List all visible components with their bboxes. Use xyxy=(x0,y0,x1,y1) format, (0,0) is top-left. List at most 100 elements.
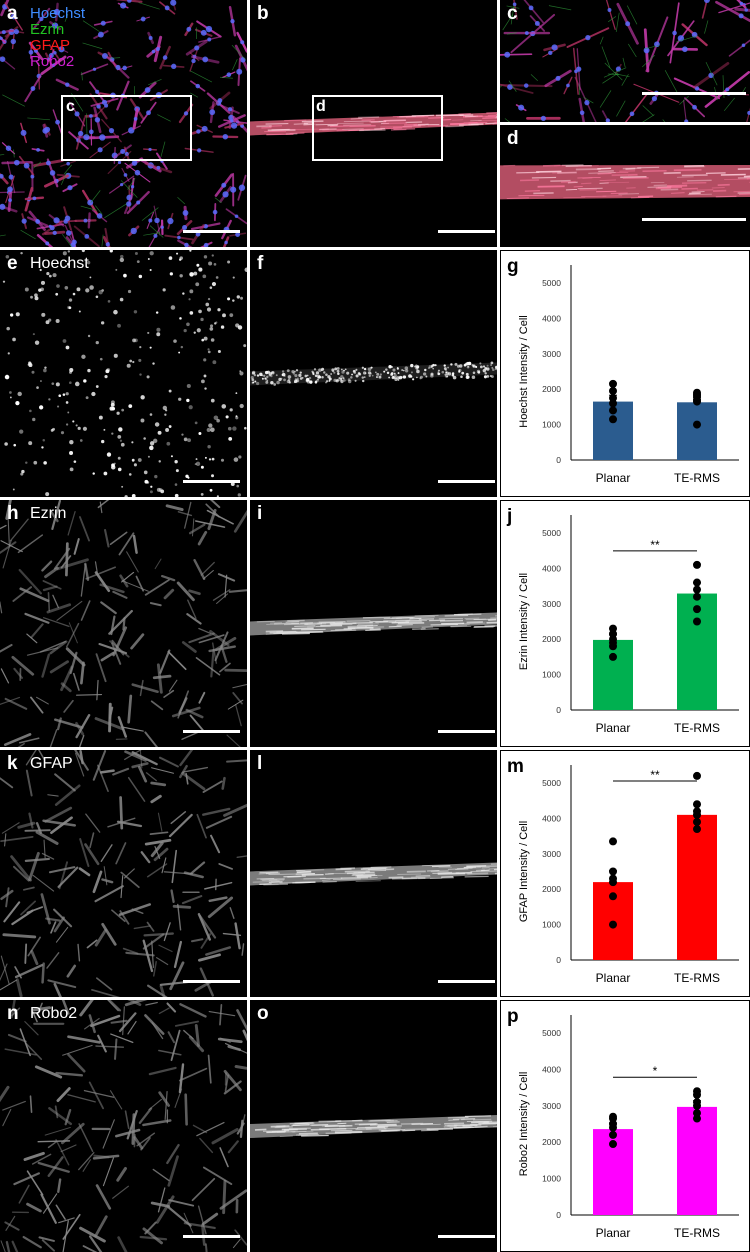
chart-p-robo2: 0 1000 2000 3000 4000 5000 Robo2 Intensity / C… xyxy=(500,1000,750,1252)
data-point xyxy=(609,652,617,661)
data-point xyxy=(609,878,617,887)
y-tick-label: 5000 xyxy=(542,778,561,788)
panel-o-robo2-te-rms: o xyxy=(250,1000,497,1252)
y-tick-label: 4000 xyxy=(542,813,561,823)
data-point xyxy=(609,415,617,424)
scale-bar xyxy=(642,218,746,221)
inset-box-d xyxy=(312,95,443,161)
panel-label-h: h xyxy=(7,503,19,524)
data-point xyxy=(693,817,701,826)
inset-te-rms-image xyxy=(500,164,750,200)
data-point xyxy=(693,420,701,429)
x-tick-label: TE-RMS xyxy=(674,471,720,485)
inset-planar-image xyxy=(500,0,750,122)
ezrin-te-rms-image xyxy=(250,612,497,636)
legend-ezrin: Ezrin xyxy=(30,21,65,38)
data-point xyxy=(693,605,701,614)
legend-gfap: GFAP xyxy=(30,37,71,54)
inset-label-c: c xyxy=(66,98,75,115)
data-point xyxy=(693,810,701,819)
data-point xyxy=(693,617,701,626)
channel-legend: Hoechst Ezrin GFAP Robo2 xyxy=(30,6,85,70)
y-axis-label: Ezrin Intensity / Cell xyxy=(518,573,530,670)
data-point xyxy=(609,1140,617,1149)
data-point xyxy=(693,800,701,809)
data-point xyxy=(693,1101,701,1110)
x-tick-label: TE-RMS xyxy=(674,721,720,735)
y-tick-label: 5000 xyxy=(542,278,561,288)
y-tick-label: 3000 xyxy=(542,849,561,859)
scale-bar xyxy=(183,730,240,733)
data-point xyxy=(609,920,617,929)
hoechst-planar-image xyxy=(2,250,247,497)
merged-te-rms-image xyxy=(250,111,497,136)
stain-name-robo2: Robo2 xyxy=(30,1005,78,1022)
panel-k-gfap-planar: k GFAP xyxy=(0,750,247,997)
panel-label-k: k xyxy=(7,753,18,774)
data-point xyxy=(693,585,701,594)
y-tick-label: 0 xyxy=(556,955,561,965)
y-axis-label: GFAP Intensity / Cell xyxy=(518,821,530,922)
chart-g-hoechst: 0 1000 2000 3000 4000 5000 Hoechst Intensity /… xyxy=(500,250,750,497)
panel-label-d: d xyxy=(507,128,519,149)
data-point xyxy=(609,892,617,901)
data-point xyxy=(693,397,701,406)
panel-a-merged-planar: a Hoechst Ezrin GFAP Robo2 c xyxy=(0,0,247,247)
data-point xyxy=(693,560,701,569)
scale-bar xyxy=(183,1235,240,1238)
panel-label-a: a xyxy=(7,3,18,24)
bar xyxy=(677,1106,717,1215)
data-point xyxy=(693,825,701,834)
data-point xyxy=(609,867,617,876)
panel-i-ezrin-te-rms: i xyxy=(250,500,497,747)
data-point xyxy=(609,642,617,651)
robo2-te-rms-image xyxy=(250,1115,497,1139)
x-tick-label: Planar xyxy=(596,1226,631,1240)
hoechst-te-rms-image xyxy=(250,361,497,386)
y-tick-label: 3000 xyxy=(542,1101,561,1111)
chart-m-gfap: 0 1000 2000 3000 4000 5000 GFAP Intensity / Ce… xyxy=(500,750,750,997)
y-tick-label: 1000 xyxy=(542,920,561,930)
panel-label-o: o xyxy=(257,1003,269,1024)
y-tick-label: 4000 xyxy=(542,313,561,323)
data-point xyxy=(693,1090,701,1099)
x-tick-label: Planar xyxy=(596,471,631,485)
scale-bar xyxy=(438,980,495,983)
data-point xyxy=(609,837,617,846)
stain-name-ezrin: Ezrin xyxy=(30,505,67,522)
y-tick-label: 5000 xyxy=(542,1028,561,1038)
x-tick-label: Planar xyxy=(596,971,631,985)
x-tick-label: TE-RMS xyxy=(674,971,720,985)
inset-box-c xyxy=(61,95,192,161)
bar xyxy=(593,639,633,710)
data-point xyxy=(693,771,701,780)
panel-label-j: j xyxy=(507,506,513,527)
robo2-bar-chart: 0 1000 2000 3000 4000 5000 Robo2 Intensity / C… xyxy=(518,1015,739,1240)
x-tick-label: Planar xyxy=(596,721,631,735)
y-tick-label: 1000 xyxy=(542,420,561,430)
panel-label-f: f xyxy=(257,253,264,274)
robo2-planar-image xyxy=(0,1000,247,1252)
y-tick-label: 4000 xyxy=(542,563,561,573)
scale-bar xyxy=(642,92,746,95)
data-point xyxy=(693,592,701,601)
ezrin-bar-chart: 0 1000 2000 3000 4000 5000 Ezrin Intensity / C… xyxy=(518,515,739,735)
data-point xyxy=(609,379,617,388)
scale-bar xyxy=(183,980,240,983)
panel-n-robo2-planar: n Robo2 xyxy=(0,1000,247,1252)
data-point xyxy=(609,406,617,415)
panel-c-inset-planar: c xyxy=(500,0,750,122)
y-tick-label: 0 xyxy=(556,455,561,465)
data-point xyxy=(693,1114,701,1123)
gfap-bar-chart: 0 1000 2000 3000 4000 5000 GFAP Intensity / Ce… xyxy=(518,765,739,985)
y-tick-label: 2000 xyxy=(542,384,561,394)
panel-label-m: m xyxy=(507,756,524,777)
panel-label-l: l xyxy=(257,753,263,774)
y-tick-label: 1000 xyxy=(542,670,561,680)
panel-label-i: i xyxy=(257,503,263,524)
y-tick-label: 5000 xyxy=(542,528,561,538)
panel-label-p: p xyxy=(507,1006,519,1027)
panel-label-b: b xyxy=(257,3,269,24)
y-tick-label: 2000 xyxy=(542,1137,561,1147)
significance-label: * xyxy=(653,1064,658,1078)
